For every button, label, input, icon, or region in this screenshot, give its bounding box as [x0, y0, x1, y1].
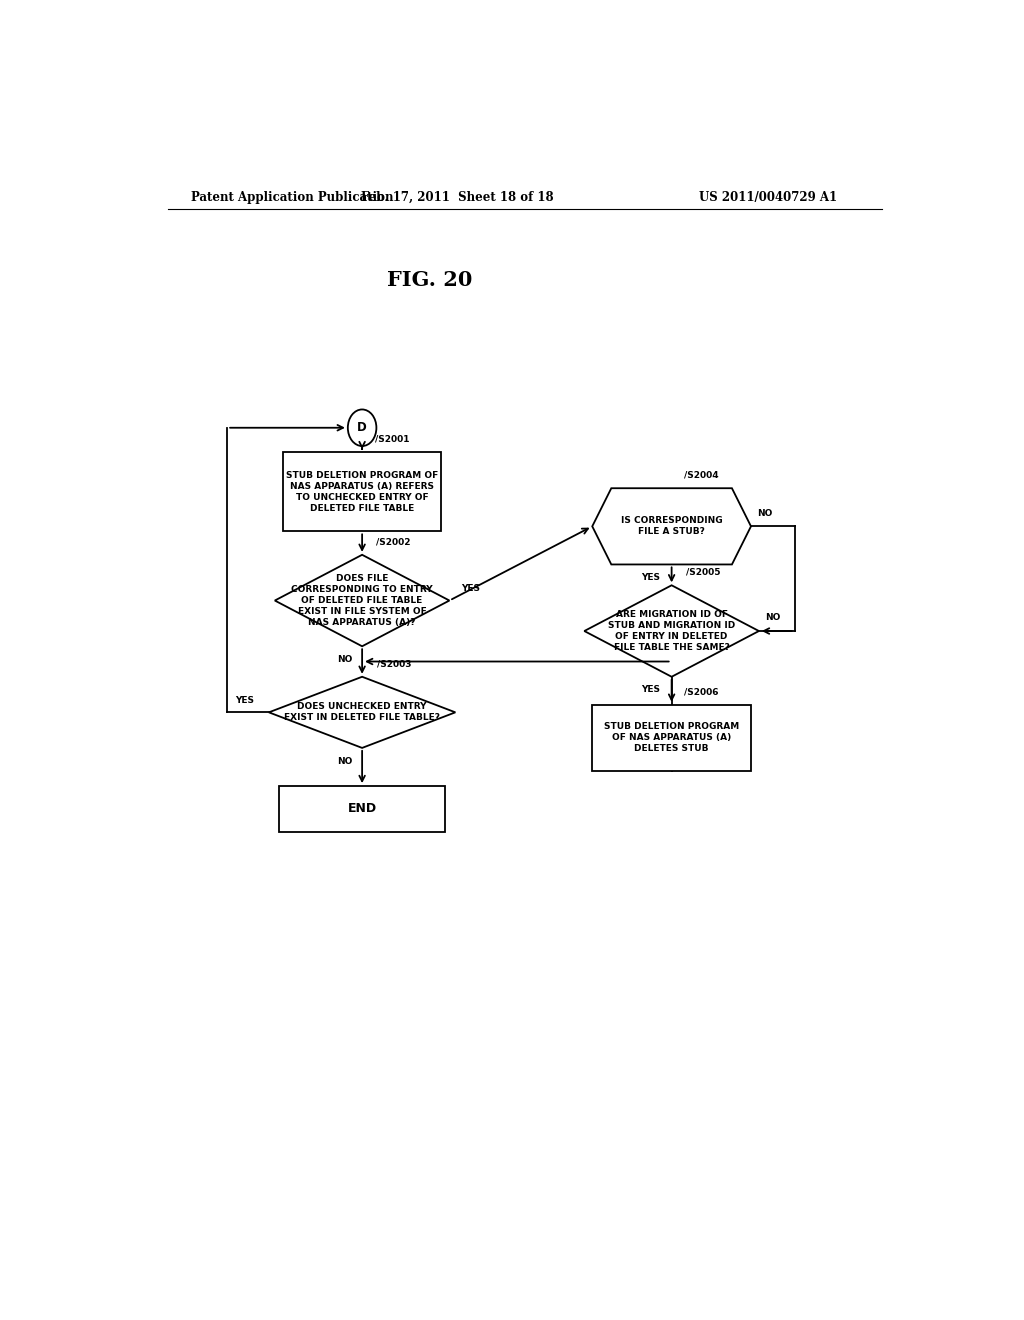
- Text: US 2011/0040729 A1: US 2011/0040729 A1: [699, 190, 838, 203]
- Polygon shape: [274, 554, 450, 647]
- Text: /S2004: /S2004: [684, 470, 719, 479]
- Text: DOES FILE
CORRESPONDING TO ENTRY
OF DELETED FILE TABLE
EXIST IN FILE SYSTEM OF
N: DOES FILE CORRESPONDING TO ENTRY OF DELE…: [291, 574, 433, 627]
- Text: IS CORRESPONDING
FILE A STUB?: IS CORRESPONDING FILE A STUB?: [621, 516, 722, 536]
- Text: YES: YES: [641, 685, 659, 694]
- FancyBboxPatch shape: [283, 453, 441, 532]
- Text: DOES UNCHECKED ENTRY
EXIST IN DELETED FILE TABLE?: DOES UNCHECKED ENTRY EXIST IN DELETED FI…: [284, 702, 440, 722]
- Text: ARE MIGRATION ID OF
STUB AND MIGRATION ID
OF ENTRY IN DELETED
FILE TABLE THE SAM: ARE MIGRATION ID OF STUB AND MIGRATION I…: [608, 610, 735, 652]
- Text: Patent Application Publication: Patent Application Publication: [191, 190, 394, 203]
- Text: NO: NO: [758, 508, 773, 517]
- Text: Feb. 17, 2011  Sheet 18 of 18: Feb. 17, 2011 Sheet 18 of 18: [361, 190, 554, 203]
- Text: /S2005: /S2005: [686, 568, 720, 577]
- Text: NO: NO: [337, 756, 352, 766]
- Circle shape: [348, 409, 377, 446]
- Text: NO: NO: [765, 614, 780, 622]
- Text: /S2006: /S2006: [684, 686, 719, 696]
- Text: NO: NO: [337, 655, 352, 664]
- Polygon shape: [585, 585, 759, 677]
- Text: /S2002: /S2002: [376, 537, 411, 546]
- FancyBboxPatch shape: [592, 705, 751, 771]
- Text: STUB DELETION PROGRAM OF
NAS APPARATUS (A) REFERS
TO UNCHECKED ENTRY OF
DELETED : STUB DELETION PROGRAM OF NAS APPARATUS (…: [286, 471, 438, 513]
- Text: YES: YES: [236, 696, 255, 705]
- Text: /S2001: /S2001: [375, 434, 410, 444]
- Text: YES: YES: [461, 583, 480, 593]
- Text: /S2003: /S2003: [377, 659, 412, 668]
- Polygon shape: [269, 677, 456, 748]
- FancyBboxPatch shape: [279, 785, 445, 832]
- Text: STUB DELETION PROGRAM
OF NAS APPARATUS (A)
DELETES STUB: STUB DELETION PROGRAM OF NAS APPARATUS (…: [604, 722, 739, 754]
- Text: YES: YES: [641, 573, 659, 582]
- Text: FIG. 20: FIG. 20: [387, 271, 472, 290]
- Polygon shape: [592, 488, 751, 565]
- Text: D: D: [357, 421, 367, 434]
- Text: END: END: [347, 803, 377, 816]
